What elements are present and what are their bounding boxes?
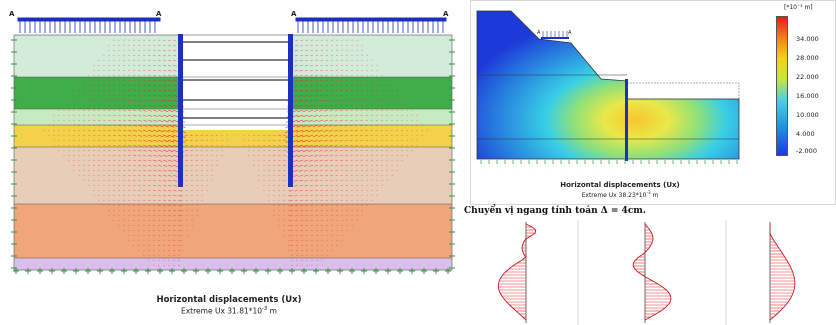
left-caption-extreme: Extreme Ux 31.81*10-3 m — [181, 306, 277, 316]
legend-label: 28.000 — [796, 54, 819, 62]
surcharge-load-right — [295, 17, 447, 22]
load-marker-a: A — [568, 30, 572, 36]
right-displacement-figure: A A — [470, 0, 836, 205]
legend-colorbar — [776, 16, 788, 156]
legend-label: -2.000 — [796, 147, 817, 155]
excavation-zone — [182, 35, 290, 130]
right-caption-extreme: Extreme Ux 38.23*10-3 m — [581, 190, 659, 199]
soil-layer-7 — [14, 258, 452, 270]
right-caption: Horizontal displacements (Ux) Extreme Ux… — [470, 181, 770, 199]
surcharge-load-left — [17, 17, 161, 22]
contour-legend: [*10⁻³ m] 34.000 28.000 22.000 16.000 10… — [776, 4, 828, 156]
deflection-profile-3 — [769, 222, 796, 323]
deflection-profile-2 — [632, 222, 672, 323]
legend-label: 22.000 — [796, 73, 819, 81]
right-diaphragm-wall — [288, 34, 293, 187]
soil-layer-6 — [14, 204, 452, 258]
soil-layer-5 — [14, 147, 452, 204]
struts — [182, 41, 290, 119]
calculated-displacement-title: Chuyển vị ngang tính toán Δ = 4cm. — [464, 206, 646, 216]
left-caption-title: Horizontal displacements (Ux) — [156, 295, 302, 305]
right-caption-title: Horizontal displacements (Ux) — [560, 181, 680, 189]
wall — [625, 79, 628, 161]
legend-label: 34.000 — [796, 35, 819, 43]
soil-layer-4 — [14, 125, 452, 147]
deflection-profile-1 — [497, 222, 537, 323]
legend-label: 16.000 — [796, 92, 819, 100]
left-caption: Horizontal displacements (Ux) Extreme Ux… — [0, 295, 458, 316]
load-marker-a: A — [537, 30, 541, 36]
legend-label: 4.000 — [796, 130, 815, 138]
right-contour-canvas: A A — [476, 10, 740, 164]
legend-title: [*10⁻³ m] — [784, 4, 813, 11]
left-model-canvas: A A A A — [9, 10, 455, 274]
load-marker-a: A — [156, 10, 162, 18]
load-marker-a: A — [291, 10, 297, 18]
load-marker-a: A — [9, 10, 15, 18]
load-marker-a: A — [443, 10, 449, 18]
surcharge-load — [541, 31, 569, 39]
left-diaphragm-wall — [178, 34, 183, 187]
bottom-fixities — [11, 39, 455, 274]
left-displacement-figure: A A A A — [9, 10, 455, 274]
deflection-profiles — [480, 220, 836, 325]
legend-label: 10.000 — [796, 111, 819, 119]
